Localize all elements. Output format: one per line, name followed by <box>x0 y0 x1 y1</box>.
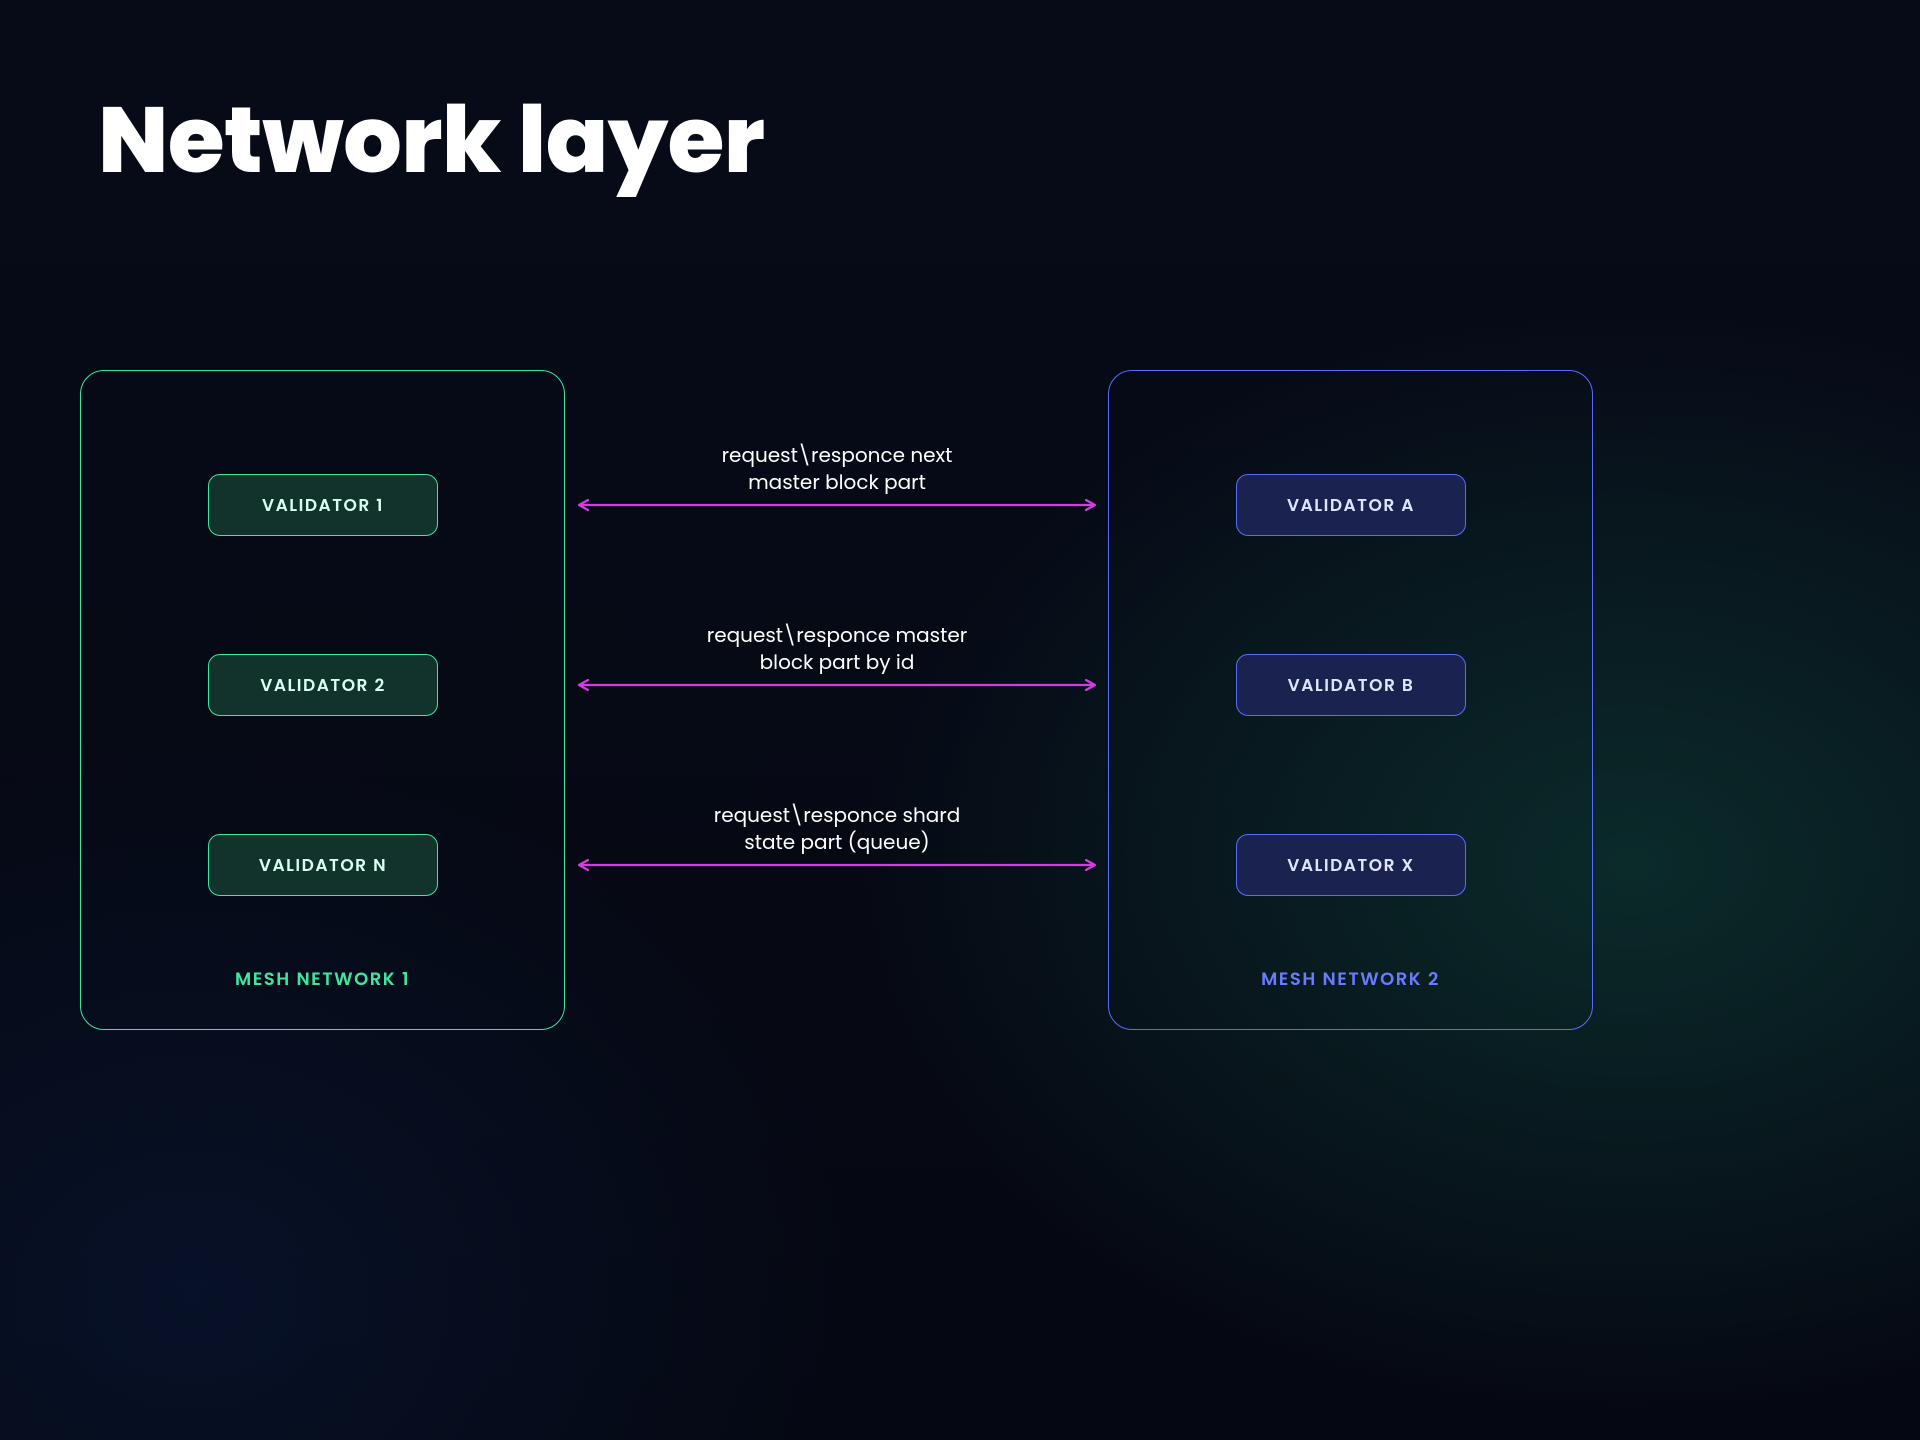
mesh-network-2-label: MESH NETWORK 2 <box>1109 966 1592 993</box>
validator-node: VALIDATOR 2 <box>208 654 438 716</box>
arrow-label: request\responce shard state part (queue… <box>637 802 1037 856</box>
arrow-label: request\responce next master block part <box>637 442 1037 496</box>
validator-node: VALIDATOR B <box>1236 654 1466 716</box>
mesh-network-1-label: MESH NETWORK 1 <box>81 966 564 993</box>
validator-node: VALIDATOR A <box>1236 474 1466 536</box>
validator-node: VALIDATOR N <box>208 834 438 896</box>
validator-node: VALIDATOR X <box>1236 834 1466 896</box>
validator-node: VALIDATOR 1 <box>208 474 438 536</box>
page-title: Network layer <box>98 95 764 187</box>
arrow-label: request\responce master block part by id <box>637 622 1037 676</box>
